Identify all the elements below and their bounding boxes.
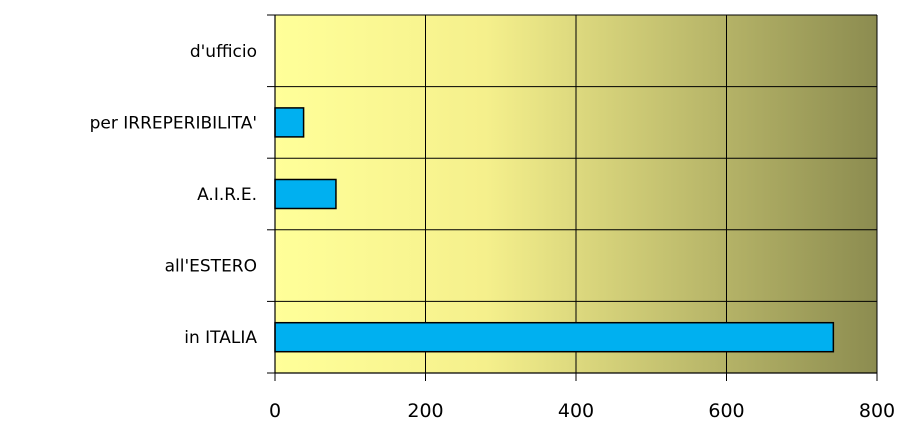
category-label-1: per IRREPERIBILITA' <box>90 113 257 133</box>
category-label-4: in ITALIA <box>184 328 257 348</box>
category-label-3: all'ESTERO <box>165 257 257 277</box>
bar-2 <box>274 178 337 210</box>
bar-4 <box>274 321 835 353</box>
bar-1 <box>274 107 305 138</box>
x-tick-label-1: 200 <box>407 400 443 422</box>
category-label-2: A.I.R.E. <box>197 185 257 205</box>
x-tick-label-2: 400 <box>558 400 594 422</box>
axes <box>267 14 878 381</box>
labels: d'ufficio per IRREPERIBILITA' A.I.R.E. all'… <box>90 42 896 422</box>
x-tick-label-3: 600 <box>708 400 744 422</box>
category-label-0: d'ufficio <box>190 42 257 62</box>
x-tick-label-4: 800 <box>859 400 895 422</box>
x-tick-label-0: 0 <box>269 400 281 422</box>
bars <box>274 107 835 353</box>
